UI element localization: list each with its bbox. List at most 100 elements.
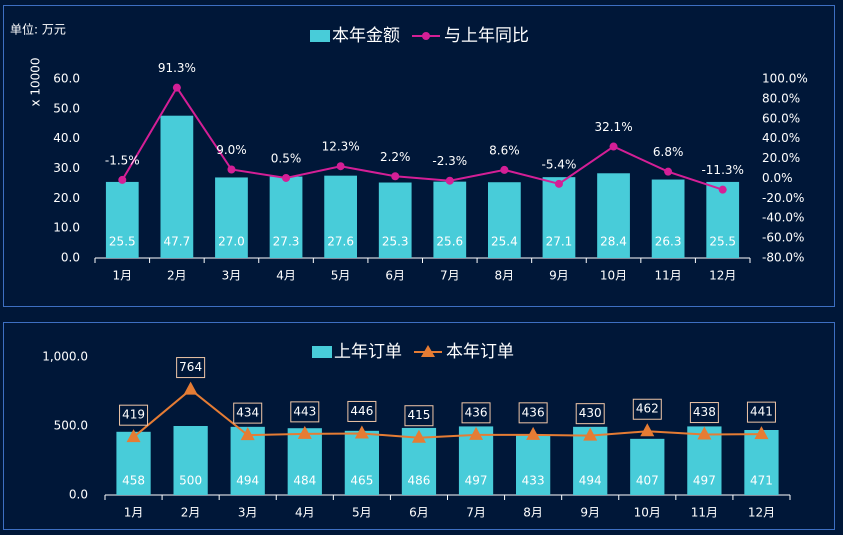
value-label-box: [404, 405, 434, 427]
bar-value-label: 25.3: [382, 235, 409, 249]
bar-value-label: 486: [408, 474, 431, 488]
marker: [297, 425, 312, 439]
bar-value-label: 500: [179, 474, 202, 488]
legend-swatch: [312, 346, 332, 358]
value-label-box: [518, 402, 548, 424]
line-value-label: 436: [465, 405, 488, 419]
bar-value-label: 27.0: [218, 235, 245, 249]
x-tick-label: 8月: [523, 506, 543, 520]
y-tick-label: 40.0: [53, 131, 80, 145]
x-tick-label: 11月: [654, 269, 681, 283]
unit-label: 单位: 万元: [10, 22, 66, 37]
y2-tick-label: 100.0%: [762, 72, 808, 86]
value-label-box: [233, 402, 263, 424]
line-value-label: 441: [750, 405, 773, 419]
value-label-box: [746, 401, 776, 423]
value-label-box: [461, 402, 491, 424]
marker: [126, 429, 141, 443]
panel-border: [3, 5, 835, 307]
x-tick-label: 10月: [600, 269, 627, 283]
bar-value-label: 26.3: [655, 235, 682, 249]
x-tick-label: 4月: [276, 269, 296, 283]
bar-value-label: 25.5: [709, 235, 736, 249]
value-label-box: [632, 398, 662, 420]
y-tick-label: 0.0: [69, 488, 88, 502]
marker: [282, 173, 291, 182]
legend-label: 本年订单: [446, 342, 514, 362]
line-value-label: 434: [236, 406, 259, 420]
marker: [640, 423, 655, 437]
marker: [118, 175, 127, 184]
bar: [744, 430, 779, 495]
bar: [516, 435, 551, 495]
bar-value-label: 494: [236, 474, 259, 488]
bar: [630, 438, 665, 495]
bar: [378, 182, 412, 258]
bar: [651, 179, 685, 258]
x-tick-label: 9月: [549, 269, 569, 283]
marker: [754, 426, 769, 440]
bar-value-label: 407: [636, 474, 659, 488]
line-value-label: 438: [693, 405, 716, 419]
marker: [354, 425, 369, 439]
bar: [173, 426, 208, 495]
marker: [697, 426, 712, 440]
bar-value-label: 465: [350, 474, 373, 488]
x-tick-label: 12月: [709, 269, 736, 283]
bar: [542, 177, 576, 258]
line-value-label: 430: [579, 406, 602, 420]
bar-value-label: 25.5: [109, 235, 136, 249]
x-tick-label: 9月: [580, 506, 600, 520]
y2-tick-label: 40.0%: [762, 131, 800, 145]
bar: [215, 177, 248, 258]
bar: [488, 182, 521, 258]
legend-swatch: [310, 30, 330, 42]
marker: [240, 427, 255, 441]
value-label-box: [689, 402, 719, 424]
value-label-box: [290, 401, 320, 423]
bar-value-label: 47.7: [164, 235, 191, 249]
bar: [105, 181, 139, 258]
y2-tick-label: -80.0%: [762, 251, 804, 265]
marker: [336, 162, 345, 171]
marker: [183, 381, 198, 395]
line-value-label: -5.4%: [542, 157, 577, 171]
y-tick-label: 50.0: [53, 101, 80, 115]
bar-value-label: 25.4: [491, 235, 518, 249]
line: [121, 85, 724, 191]
line-value-label: 764: [179, 360, 202, 374]
bar: [433, 181, 467, 258]
bar: [344, 430, 379, 495]
bar: [116, 431, 151, 495]
bar: [706, 181, 740, 258]
y-tick-label: 1,000.0: [42, 350, 88, 364]
bar: [287, 428, 322, 495]
bar-value-label: 497: [465, 474, 488, 488]
bar-value-label: 27.1: [546, 235, 573, 249]
y2-tick-label: -40.0%: [762, 211, 804, 225]
bar-value-label: 484: [293, 474, 316, 488]
legend-marker: [421, 345, 435, 357]
x-tick-label: 2月: [181, 506, 201, 520]
marker: [554, 179, 563, 188]
line-value-label: 415: [408, 408, 431, 422]
x-tick-label: 12月: [748, 506, 775, 520]
bar: [160, 115, 194, 258]
x-tick-label: 5月: [331, 269, 351, 283]
y2-tick-label: 0.0%: [762, 171, 793, 185]
value-label-box: [347, 400, 377, 422]
line-value-label: 443: [293, 404, 316, 418]
y2-tick-label: -60.0%: [762, 231, 804, 245]
value-label-box: [575, 403, 605, 425]
x-tick-label: 3月: [222, 269, 242, 283]
bar-value-label: 25.6: [436, 235, 463, 249]
line-value-label: 419: [122, 408, 145, 422]
legend-label: 本年金额: [332, 26, 400, 46]
marker: [609, 142, 618, 151]
bar-value-label: 27.3: [273, 235, 300, 249]
line-value-label: 446: [350, 404, 373, 418]
line-value-label: 2.2%: [380, 150, 411, 164]
x-tick-label: 10月: [634, 506, 661, 520]
line-value-label: 8.6%: [489, 143, 520, 157]
